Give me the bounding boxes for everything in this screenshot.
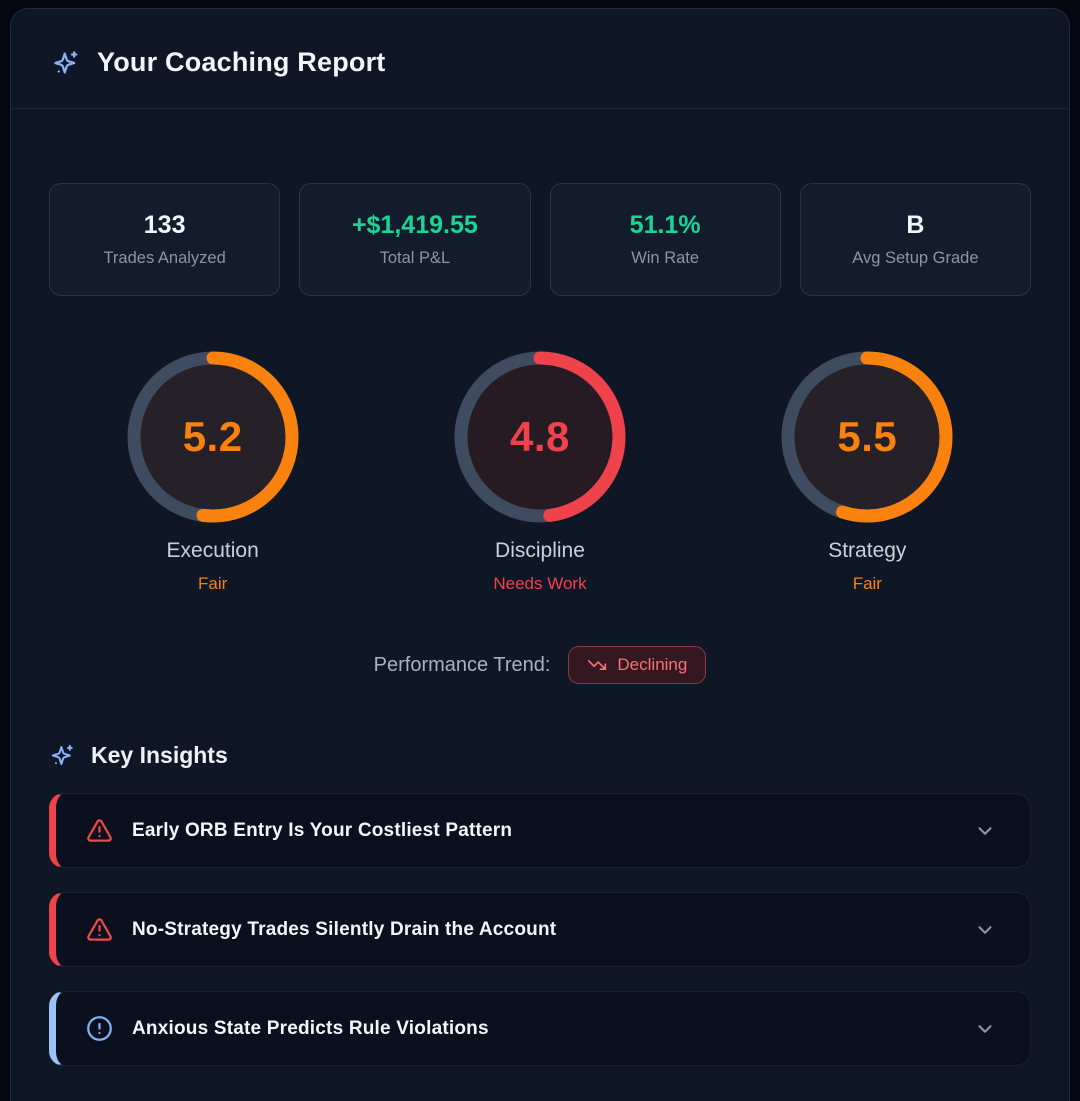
stat-label: Win Rate [631,249,700,267]
gauge-score: 5.5 [837,413,898,460]
stat-value: 133 [143,211,186,239]
gauge-label: Execution [166,539,259,562]
score-gauges-row: 5.2 Execution Fair 4.8 Discipline Needs … [49,351,1031,594]
gauge-rating: Needs Work [493,574,587,593]
insight-title: No-Strategy Trades Silently Drain the Ac… [132,918,557,940]
insight-card-no-strategy-trades[interactable]: No-Strategy Trades Silently Drain the Ac… [49,892,1031,967]
gauge-ring: 4.8 [454,351,626,523]
gauge-rating: Fair [198,574,228,593]
stat-label: Total P&L [379,249,451,267]
trending-down-icon [588,660,607,670]
warning-triangle-icon [86,916,113,943]
gauge-rating: Fair [852,574,882,593]
insight-title: Early ORB Entry Is Your Costliest Patter… [132,819,513,841]
gauge-score: 4.8 [510,413,570,460]
stat-value: +$1,419.55 [351,211,478,239]
stat-card-avg-setup-grade: B Avg Setup Grade [799,183,1031,296]
gauge-label: Discipline [495,539,585,562]
gauge-label: Strategy [828,539,907,562]
gauge-discipline: 4.8 Discipline Needs Work [454,351,626,594]
stat-card-trades-analyzed: 133 Trades Analyzed [49,183,281,296]
stat-label: Avg Setup Grade [852,249,979,267]
gauge-ring: 5.2 [127,351,299,523]
key-insights-heading: Key Insights [49,742,1031,769]
page-title: Your Coaching Report [97,47,386,77]
chevron-down-icon[interactable] [974,919,996,941]
sparkles-icon [54,50,78,73]
stats-row: 133 Trades Analyzed +$1,419.55 Total P&L… [49,183,1031,296]
gauge-ring: 5.5 [781,351,953,523]
trend-declining-badge: Declining [568,646,707,684]
chevron-down-icon[interactable] [974,820,996,842]
coaching-report-panel: Your Coaching Report 133 Trades Analyzed… [10,8,1070,1101]
stat-card-win-rate: 51.1% Win Rate [549,183,781,296]
trend-badge-text: Declining [617,655,688,674]
gauge-score: 5.2 [182,413,243,460]
stat-card-total-pnl: +$1,419.55 Total P&L [299,183,531,296]
insight-card-anxious-state[interactable]: Anxious State Predicts Rule Violations [49,991,1031,1066]
insight-card-early-orb-entry[interactable]: Early ORB Entry Is Your Costliest Patter… [49,793,1031,868]
gauge-execution: 5.2 Execution Fair [127,351,299,594]
stat-value: 51.1% [629,211,701,239]
panel-header: Your Coaching Report [11,9,1069,109]
warning-triangle-icon [86,817,113,844]
alert-circle-icon [86,1015,113,1042]
performance-trend-row: Performance Trend: Declining [49,646,1031,684]
insight-title: Anxious State Predicts Rule Violations [132,1017,489,1039]
performance-trend-label: Performance Trend: [373,653,551,676]
stat-value: B [906,211,925,239]
stat-label: Trades Analyzed [103,249,226,267]
chevron-down-icon[interactable] [974,1018,996,1040]
sparkles-icon [51,744,73,765]
panel-content: 133 Trades Analyzed +$1,419.55 Total P&L… [11,109,1069,1101]
gauge-strategy: 5.5 Strategy Fair [781,351,953,594]
section-title: Key Insights [91,742,228,768]
